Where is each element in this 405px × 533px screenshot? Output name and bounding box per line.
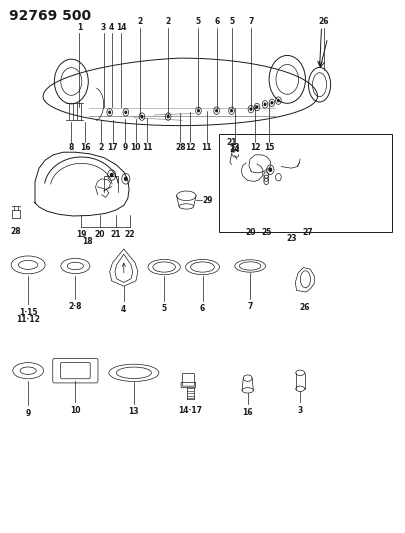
Text: 5: 5 <box>162 304 167 313</box>
Text: 23: 23 <box>286 233 296 243</box>
Circle shape <box>277 100 279 102</box>
Circle shape <box>216 110 217 112</box>
Circle shape <box>141 116 143 118</box>
Circle shape <box>125 177 127 180</box>
Text: 7: 7 <box>247 302 253 311</box>
Text: 5: 5 <box>229 17 234 26</box>
Text: 21: 21 <box>226 139 237 148</box>
Circle shape <box>125 111 127 114</box>
Circle shape <box>111 173 113 176</box>
Circle shape <box>271 102 273 104</box>
Text: 20: 20 <box>246 228 256 237</box>
Text: 4: 4 <box>121 305 126 314</box>
Text: 1: 1 <box>77 22 82 31</box>
Text: 25: 25 <box>261 228 271 237</box>
Text: 15: 15 <box>264 143 274 152</box>
Text: 28: 28 <box>11 227 21 236</box>
Text: 13: 13 <box>230 143 240 152</box>
Text: 9: 9 <box>122 143 128 152</box>
Text: 5: 5 <box>196 17 201 26</box>
Text: 29: 29 <box>202 196 213 205</box>
Text: 19: 19 <box>76 230 87 239</box>
Text: 6: 6 <box>200 304 205 313</box>
Circle shape <box>231 110 232 112</box>
Text: 92769 500: 92769 500 <box>9 9 91 23</box>
Text: 10: 10 <box>70 406 81 415</box>
Circle shape <box>167 116 169 118</box>
Text: 7: 7 <box>248 17 254 26</box>
Text: 21: 21 <box>111 230 121 239</box>
Text: 11: 11 <box>201 143 212 152</box>
Circle shape <box>256 106 258 108</box>
Text: 6: 6 <box>214 17 219 26</box>
Text: 12: 12 <box>250 143 260 152</box>
Text: 20: 20 <box>94 230 105 239</box>
Text: 2·8: 2·8 <box>68 302 82 311</box>
Text: 12: 12 <box>185 143 196 152</box>
Text: 2: 2 <box>137 17 143 26</box>
Circle shape <box>250 108 252 110</box>
Text: 26: 26 <box>318 17 329 26</box>
Text: 10: 10 <box>131 143 141 152</box>
Text: 2: 2 <box>166 17 171 26</box>
Text: 16: 16 <box>80 143 91 152</box>
Text: 4: 4 <box>109 22 114 31</box>
Text: 16: 16 <box>243 408 253 417</box>
Text: 3: 3 <box>298 406 303 415</box>
Circle shape <box>264 103 266 106</box>
Text: 13: 13 <box>129 407 139 416</box>
Text: 27: 27 <box>302 228 313 237</box>
Text: 3: 3 <box>101 22 106 31</box>
Text: 14·17: 14·17 <box>178 406 202 415</box>
Text: 22: 22 <box>125 230 135 239</box>
Text: 18: 18 <box>82 237 93 246</box>
Text: 11: 11 <box>142 143 152 152</box>
Text: 24: 24 <box>230 145 240 154</box>
Text: 8: 8 <box>68 143 74 152</box>
Text: 28: 28 <box>175 143 185 152</box>
Text: 1·15: 1·15 <box>19 308 37 317</box>
Bar <box>219 134 392 232</box>
Circle shape <box>269 168 271 171</box>
Text: 17: 17 <box>108 143 118 152</box>
Text: 9: 9 <box>26 409 31 418</box>
Text: 2: 2 <box>98 143 103 152</box>
Circle shape <box>109 111 111 114</box>
Text: 14: 14 <box>116 22 126 31</box>
Text: 26: 26 <box>299 303 310 312</box>
Circle shape <box>198 110 199 112</box>
Text: 11·12: 11·12 <box>16 316 40 325</box>
